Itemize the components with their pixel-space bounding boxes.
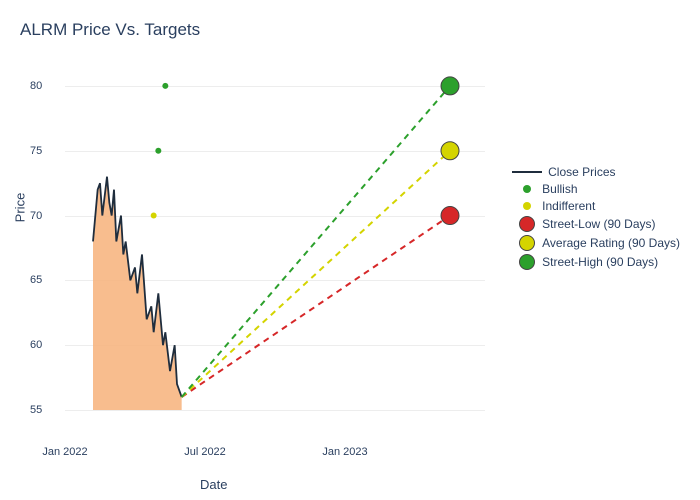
legend-item: Bullish	[512, 182, 680, 196]
x-tick-label: Jan 2023	[322, 446, 367, 458]
legend-label: Indifferent	[542, 199, 595, 213]
legend-marker	[523, 202, 531, 210]
legend-label: Average Rating (90 Days)	[542, 236, 680, 250]
legend-marker	[523, 185, 531, 193]
y-tick-label: 70	[30, 210, 42, 222]
bullish-point	[155, 148, 161, 154]
legend-marker	[512, 171, 542, 173]
y-tick-label: 75	[30, 145, 42, 157]
legend-marker	[519, 254, 535, 270]
street-low-line	[182, 216, 450, 397]
legend-marker	[519, 216, 535, 232]
chart-svg	[65, 60, 485, 410]
gridline	[65, 410, 485, 411]
x-tick-label: Jan 2022	[42, 446, 87, 458]
y-tick-label: 65	[30, 274, 42, 286]
x-axis-label: Date	[200, 477, 227, 492]
indifferent-point	[151, 213, 157, 219]
street-high-line	[182, 86, 450, 397]
street-low-marker	[441, 207, 459, 225]
legend-item: Indifferent	[512, 199, 680, 213]
legend-item: Street-High (90 Days)	[512, 254, 680, 270]
legend-label: Close Prices	[548, 165, 615, 179]
street-avg-marker	[441, 142, 459, 160]
y-tick-label: 55	[30, 404, 42, 416]
chart-container: ALRM Price Vs. Targets Price Date 556065…	[0, 0, 700, 500]
plot-wrapper: 556065707580Jan 2022Jul 2022Jan 2023 Clo…	[10, 60, 690, 440]
legend-item: Close Prices	[512, 165, 680, 179]
legend-item: Street-Low (90 Days)	[512, 216, 680, 232]
street-avg-line	[182, 151, 450, 397]
y-tick-label: 80	[30, 80, 42, 92]
x-tick-label: Jul 2022	[184, 446, 226, 458]
legend-label: Bullish	[542, 182, 577, 196]
legend-label: Street-Low (90 Days)	[542, 217, 655, 231]
chart-title: ALRM Price Vs. Targets	[20, 20, 690, 40]
street-high-marker	[441, 77, 459, 95]
legend: Close Prices Bullish Indifferent Street-Low…	[512, 165, 680, 273]
y-tick-label: 60	[30, 339, 42, 351]
bullish-point	[162, 83, 168, 89]
legend-label: Street-High (90 Days)	[542, 255, 658, 269]
legend-marker	[519, 235, 535, 251]
legend-item: Average Rating (90 Days)	[512, 235, 680, 251]
plot-area: 556065707580Jan 2022Jul 2022Jan 2023	[65, 60, 485, 440]
